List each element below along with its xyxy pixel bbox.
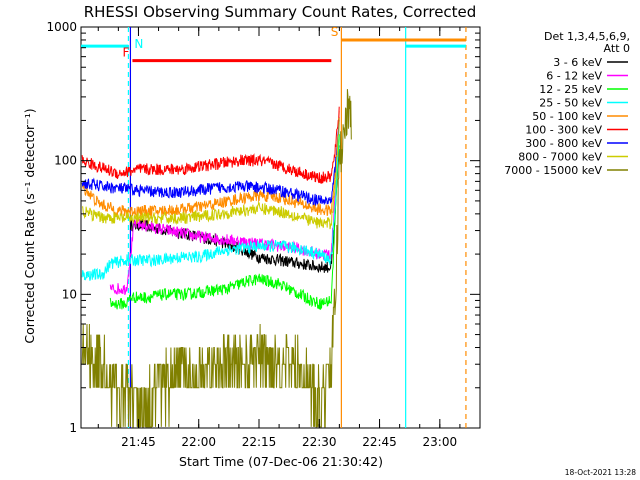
y-tick-label: 10 xyxy=(62,287,77,301)
x-tick-label: 21:45 xyxy=(121,435,156,449)
y-tick-label: 1000 xyxy=(46,20,77,34)
series-line xyxy=(81,89,352,428)
series-line xyxy=(81,122,340,281)
flag-label-N: N xyxy=(134,37,143,51)
plot-border xyxy=(80,26,481,429)
legend-entry-label: 300 - 800 keV xyxy=(525,137,602,150)
series-line xyxy=(109,134,340,311)
series-line xyxy=(81,119,340,206)
y-tick-label: 1 xyxy=(69,421,77,435)
legend-entry-label: 100 - 300 keV xyxy=(525,124,602,137)
flag-label-F: F xyxy=(123,46,130,60)
legend-header-detectors: Det 1,3,4,5,6,9, xyxy=(544,30,630,43)
series-line xyxy=(81,117,340,230)
flag-bars: NF S xyxy=(81,25,466,63)
legend-entry-label: 6 - 12 keV xyxy=(546,70,602,83)
flag-label-S: S xyxy=(331,25,339,39)
x-tick-label: 22:00 xyxy=(181,435,216,449)
x-tick-label: 22:15 xyxy=(242,435,277,449)
legend-entry-label: 50 - 100 keV xyxy=(532,110,602,123)
legend-entry-label: 25 - 50 keV xyxy=(539,97,602,110)
generation-timestamp: 18-Oct-2021 13:28 xyxy=(565,468,636,477)
legend-header-attenuator: Att 0 xyxy=(604,42,630,55)
x-axis-label: Start Time (07-Dec-06 21:30:42) xyxy=(179,454,383,469)
legend-entry-label: 800 - 7000 keV xyxy=(518,151,602,164)
y-axis-label: Corrected Count Rate (s⁻¹ detector⁻¹) xyxy=(22,108,37,343)
x-tick-label: 22:30 xyxy=(302,435,337,449)
x-tick-label: 23:00 xyxy=(423,435,458,449)
x-axis: 21:45 22:00 22:15 22:30 22:45 23:00 xyxy=(97,27,481,449)
series-group xyxy=(81,89,352,428)
vertical-markers xyxy=(127,27,467,428)
legend-entry-label: 7000 - 15000 keV xyxy=(504,164,602,177)
x-tick-label: 22:45 xyxy=(362,435,397,449)
legend-entry-label: 3 - 6 keV xyxy=(553,56,602,69)
y-tick-label: 100 xyxy=(54,154,77,168)
series-line xyxy=(81,110,340,219)
series-line xyxy=(81,106,340,184)
plot-frame xyxy=(80,26,481,429)
legend-entry-label: 12 - 25 keV xyxy=(539,83,602,96)
y-axis: 1 10 100 1000 xyxy=(46,20,480,435)
chart-title: RHESSI Observing Summary Count Rates, Co… xyxy=(84,3,477,21)
